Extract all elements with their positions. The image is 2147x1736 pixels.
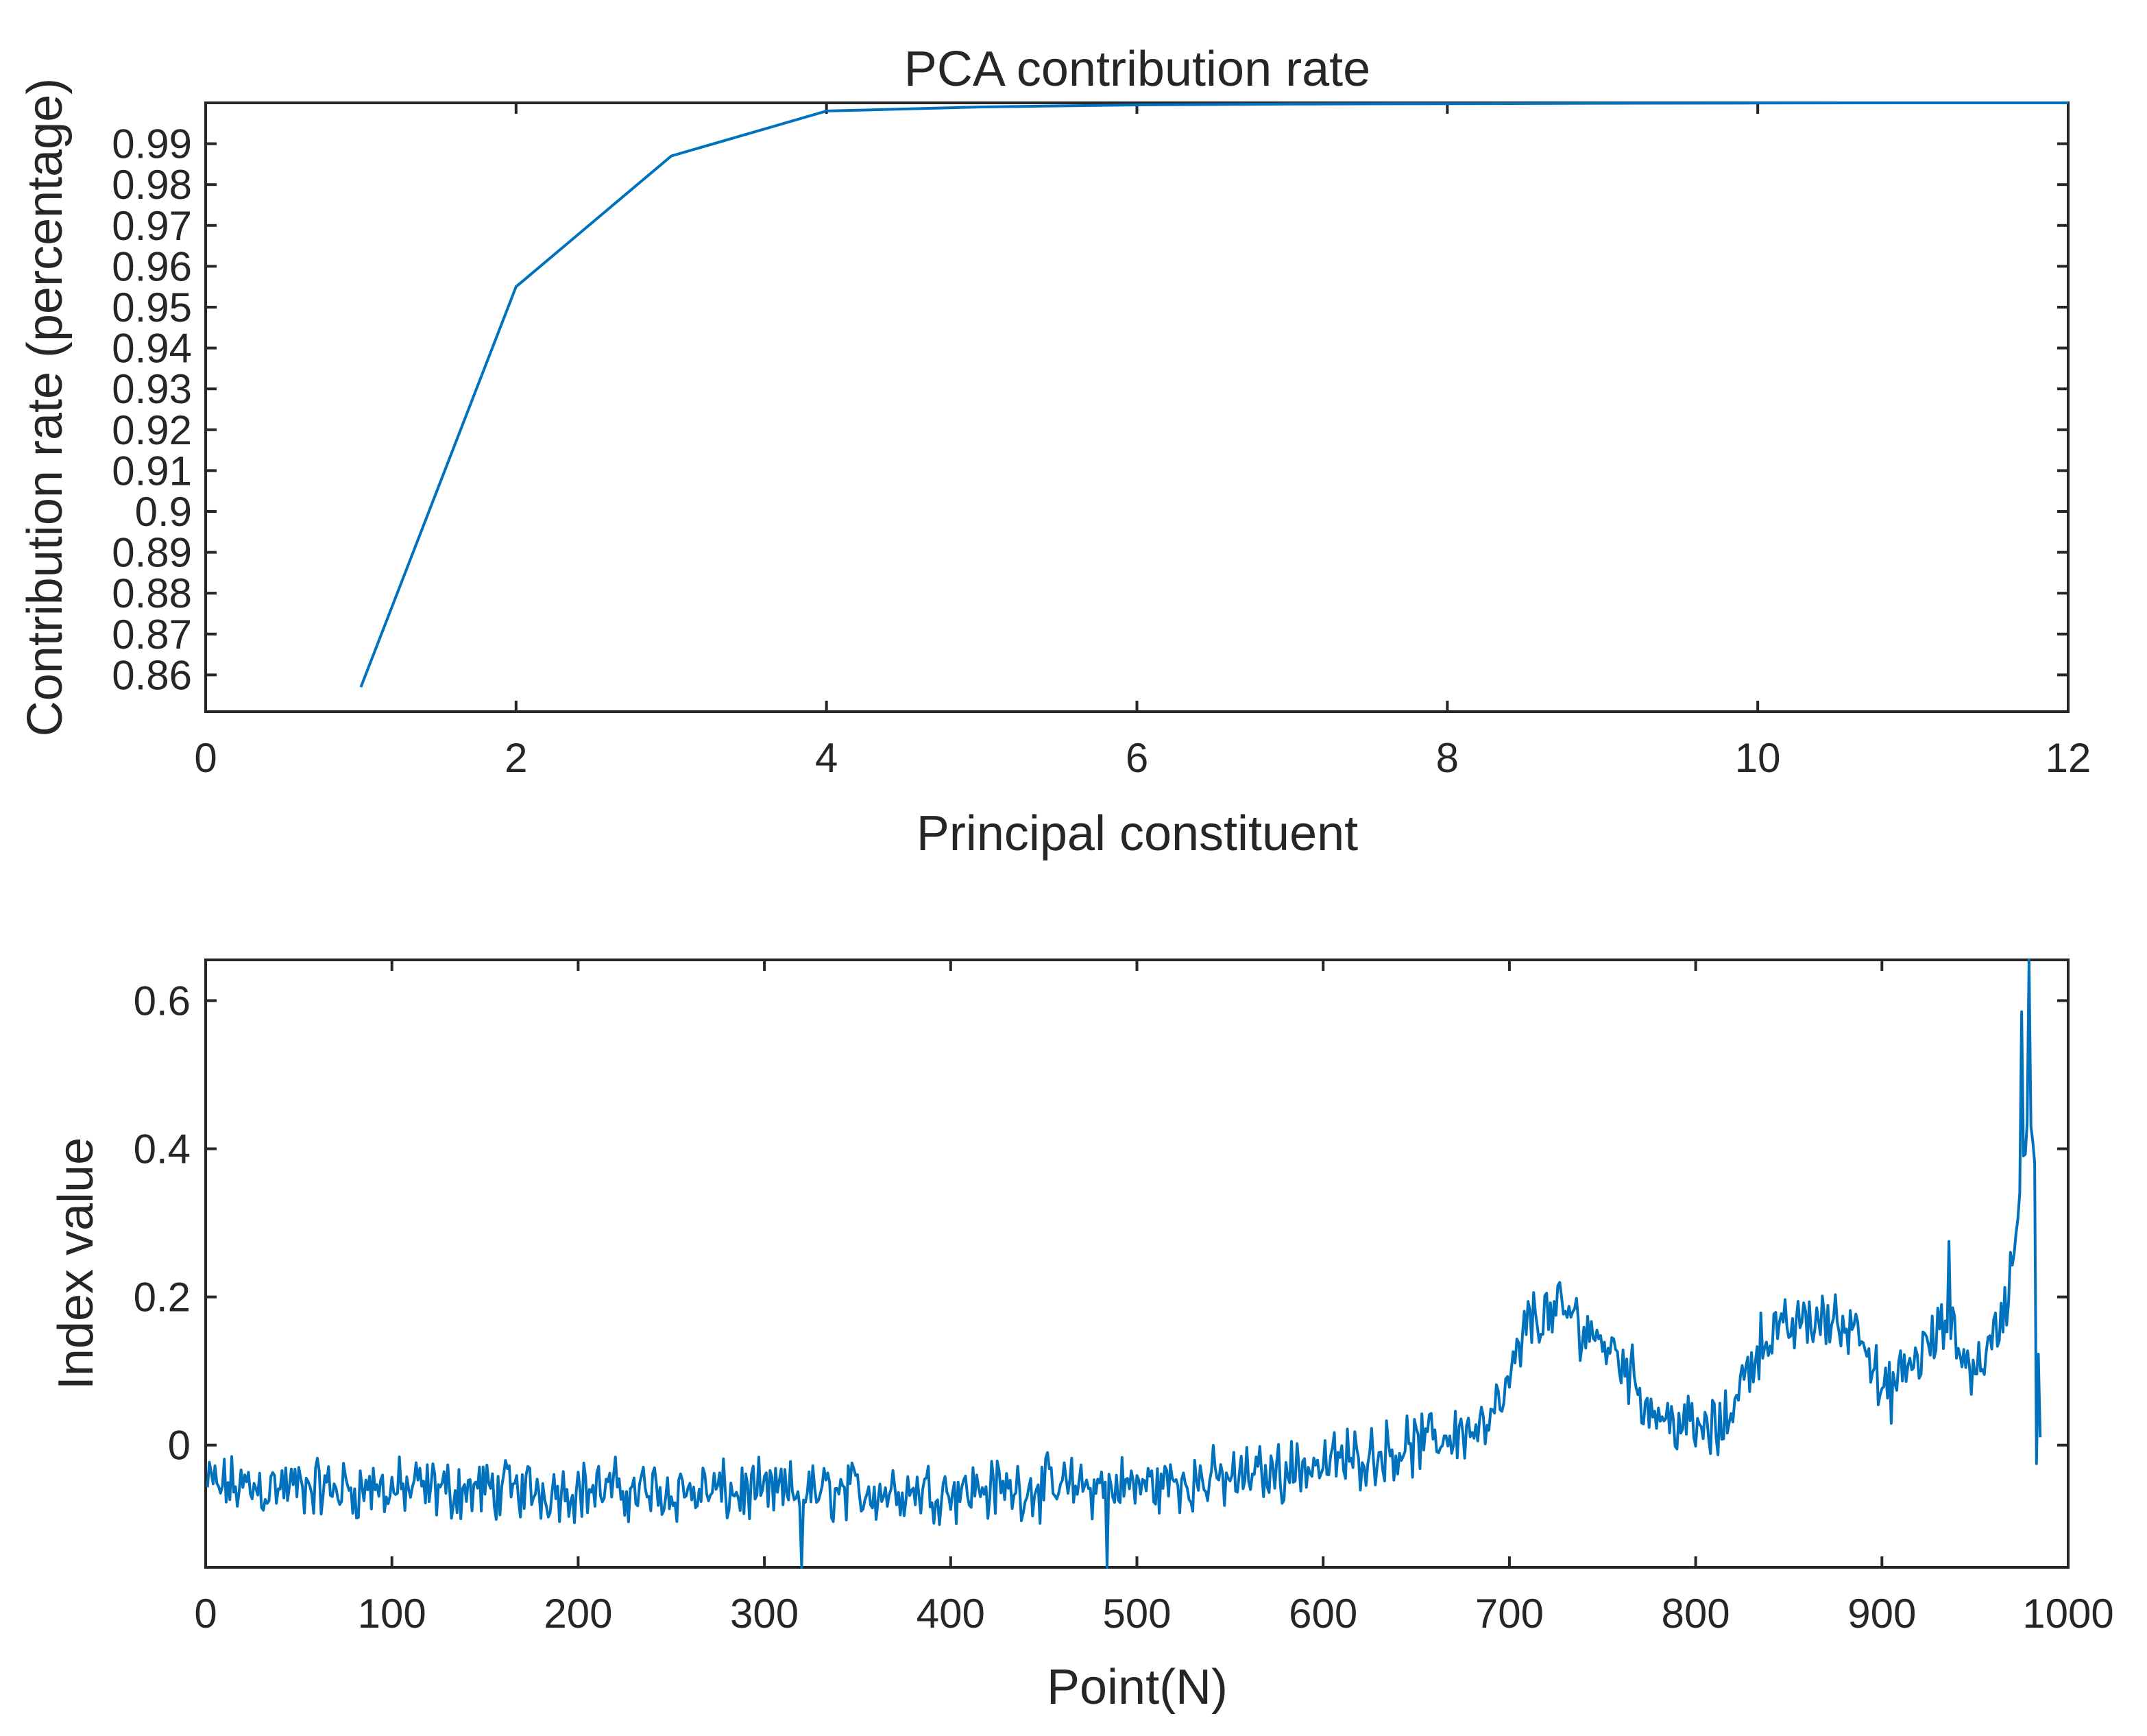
- x-tick-label: 8: [1436, 735, 1459, 781]
- y-tick-label: 0.6: [134, 978, 191, 1024]
- y-tick-label: 0.86: [112, 652, 192, 698]
- x-tick-label: 100: [358, 1591, 426, 1637]
- x-tick-label: 2: [505, 735, 527, 781]
- plot-frame-top: [204, 101, 2070, 713]
- y-tick-label: 0.88: [112, 570, 192, 616]
- x-tick-label: 600: [1289, 1591, 1357, 1637]
- y-axis-title: Contribution rate (percentage): [18, 78, 73, 737]
- y-tick-label: 0.9: [135, 489, 192, 535]
- x-tick-label: 1000: [2022, 1591, 2113, 1637]
- x-tick-label: 300: [730, 1591, 799, 1637]
- y-tick-label: 0.93: [112, 366, 192, 412]
- y-tick-label: 0.87: [112, 612, 192, 658]
- y-tick-label: 0.94: [112, 326, 192, 372]
- chart-title: PCA contribution rate: [904, 42, 1370, 97]
- x-tick-label: 0: [194, 735, 217, 781]
- x-tick-label: 10: [1735, 735, 1781, 781]
- y-tick-label: 0: [168, 1423, 191, 1469]
- plot-frame-bottom: [204, 959, 2070, 1569]
- x-tick-label: 6: [1126, 735, 1148, 781]
- y-axis-title: Index value: [49, 1137, 104, 1390]
- y-tick-label: 0.2: [134, 1275, 191, 1321]
- x-tick-label: 400: [917, 1591, 985, 1637]
- index-value-chart: 0 100 200 300 400 500 600 700 800 900 1000 0 0.2 0.4 0…: [49, 959, 2114, 1715]
- y-tick-label: 0.96: [112, 243, 192, 289]
- y-tick-label: 0.91: [112, 448, 192, 494]
- y-tick-label: 0.98: [112, 162, 192, 208]
- y-tick-label: 0.89: [112, 530, 192, 576]
- x-tick-label: 700: [1475, 1591, 1544, 1637]
- x-tick-label: 500: [1102, 1591, 1171, 1637]
- x-tick-label: 800: [1662, 1591, 1730, 1637]
- top-ticks: 0 2 4 6 8 10 12 0.860.870.880.890.90.910.920.93…: [112, 103, 2091, 781]
- contribution-rate-line: [359, 101, 2068, 688]
- pca-contribution-chart: PCA contribution rate 0 2 4 6 8 10 120.860.870…: [18, 42, 2091, 861]
- x-tick-label: 0: [194, 1591, 217, 1637]
- bottom-ticks: 0 100 200 300 400 500 600 700 800 900 1000 0 0.2 0.4 0…: [134, 960, 2114, 1637]
- x-tick-label: 12: [2046, 735, 2091, 781]
- x-tick-label: 200: [544, 1591, 612, 1637]
- x-axis-title: Point(N): [1047, 1660, 1228, 1715]
- y-tick-label: 0.97: [112, 203, 192, 249]
- y-tick-label: 0.92: [112, 407, 192, 453]
- x-tick-label: 4: [815, 735, 838, 781]
- x-tick-label: 900: [1847, 1591, 1916, 1637]
- y-tick-label: 0.4: [134, 1126, 191, 1172]
- index-value-line: [206, 959, 2042, 1569]
- x-axis-title: Principal constituent: [917, 806, 1358, 861]
- y-tick-label: 0.95: [112, 285, 192, 330]
- y-tick-label: 0.99: [112, 121, 192, 167]
